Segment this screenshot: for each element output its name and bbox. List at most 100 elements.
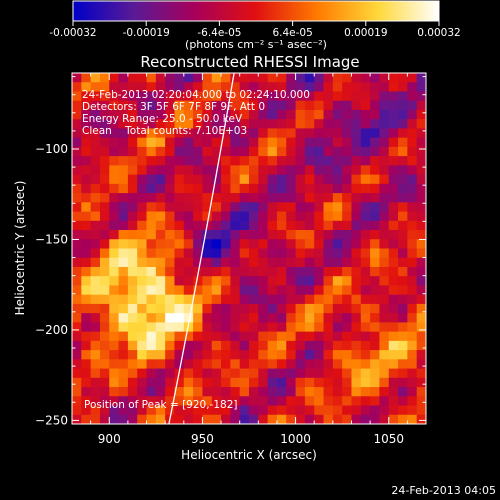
heatmap-cell	[398, 230, 408, 240]
heatmap-cell	[370, 340, 381, 351]
heatmap-cell	[332, 239, 343, 250]
heatmap-cell	[230, 82, 241, 93]
heatmap-cell	[398, 303, 408, 314]
heatmap-cell	[72, 91, 82, 102]
colorbar-tick-label: 0.00032	[417, 27, 460, 39]
heatmap-cell	[174, 266, 185, 277]
heatmap-cell	[174, 387, 185, 397]
x-tick-label: 900	[98, 432, 121, 446]
heatmap-cell	[155, 183, 166, 194]
heatmap-cell	[109, 303, 120, 314]
heatmap-cell	[109, 82, 120, 93]
heatmap-cell	[221, 137, 231, 148]
heatmap-cell	[258, 82, 269, 93]
heatmap-cell	[174, 220, 185, 231]
heatmap-cell	[109, 100, 120, 111]
annotation-energy-range: Energy Range: 25.0 - 50.0 keV	[82, 113, 243, 125]
heatmap-cell	[407, 396, 418, 407]
heatmap-cell	[239, 165, 250, 176]
heatmap-cell	[304, 331, 315, 342]
heatmap-cell	[267, 322, 278, 333]
heatmap-cell	[407, 359, 418, 370]
heatmap-cell	[258, 137, 269, 148]
heatmap-cell	[323, 248, 334, 259]
heatmap-cell	[304, 359, 315, 370]
heatmap-cell	[370, 248, 381, 259]
heatmap-cell	[81, 276, 92, 287]
heatmap-cell	[398, 211, 408, 222]
heatmap-cell	[323, 82, 334, 93]
heatmap-cell	[267, 359, 278, 370]
heatmap-cell	[90, 109, 101, 120]
heatmap-cell	[202, 322, 213, 333]
heatmap-cell	[314, 387, 325, 397]
heatmap-cell	[155, 294, 166, 305]
heatmap-cell	[295, 109, 306, 120]
heatmap-cell	[72, 156, 82, 166]
heatmap-cell	[99, 202, 110, 213]
heatmap-cell	[276, 266, 287, 277]
chart-title: Reconstructed RHESSI Image	[140, 53, 359, 71]
heatmap-cell	[193, 248, 204, 259]
heatmap-cell	[137, 313, 148, 323]
heatmap-cell	[127, 368, 138, 379]
heatmap-cell	[230, 239, 241, 250]
heatmap-cell	[249, 387, 259, 397]
heatmap-cell	[72, 340, 82, 351]
heatmap-cell	[351, 202, 362, 213]
heatmap-cell	[90, 128, 101, 139]
heatmap-cell	[72, 350, 82, 360]
heatmap-cell	[276, 313, 287, 323]
heatmap-cell	[211, 220, 222, 231]
heatmap-cell	[183, 73, 194, 83]
heatmap-cell	[295, 405, 306, 416]
heatmap-cell	[127, 377, 138, 388]
heatmap-cell	[137, 257, 148, 268]
heatmap-cell	[211, 340, 222, 351]
heatmap-cell	[332, 174, 343, 185]
heatmap-cell	[388, 331, 399, 342]
heatmap-cell	[286, 387, 297, 397]
heatmap-cell	[155, 174, 166, 185]
heatmap-cell	[388, 368, 399, 379]
heatmap-cell	[249, 91, 259, 102]
heatmap-cell	[314, 91, 325, 102]
heatmap-cell	[90, 137, 101, 148]
heatmap-cell	[211, 396, 222, 407]
heatmap-cell	[239, 350, 250, 360]
heatmap-cell	[323, 239, 334, 250]
heatmap-cell	[388, 193, 399, 203]
heatmap-cell	[407, 331, 418, 342]
heatmap-cell	[239, 322, 250, 333]
heatmap-cell	[351, 405, 362, 416]
heatmap-cell	[193, 313, 204, 323]
y-axis: −100 −150 −200 −250	[35, 76, 426, 427]
heatmap-cell	[286, 193, 297, 203]
heatmap-cell	[118, 285, 129, 296]
heatmap-cell	[267, 73, 278, 83]
heatmap-cell	[286, 128, 297, 139]
heatmap-cell	[323, 156, 334, 166]
heatmap-cell	[72, 109, 82, 120]
heatmap-cell	[127, 73, 138, 83]
heatmap-cell	[388, 73, 399, 83]
heatmap-cell	[342, 220, 353, 231]
heatmap-cell	[286, 405, 297, 416]
heatmap-cell	[379, 128, 390, 139]
heatmap-cell	[314, 211, 325, 222]
heatmap-cell	[276, 220, 287, 231]
heatmap-cell	[388, 350, 399, 360]
heatmap-cell	[174, 331, 185, 342]
heatmap-cell	[165, 313, 176, 323]
heatmap-cell	[314, 109, 325, 120]
heatmap-cell	[388, 230, 399, 240]
heatmap-cell	[99, 156, 110, 166]
heatmap-cell	[109, 193, 120, 203]
heatmap-cell	[193, 387, 204, 397]
heatmap-cell	[165, 128, 176, 139]
heatmap-cell	[90, 156, 101, 166]
heatmap-cell	[202, 396, 213, 407]
heatmap-cell	[314, 220, 325, 231]
heatmap-cell	[183, 276, 194, 287]
heatmap-cell	[295, 285, 306, 296]
